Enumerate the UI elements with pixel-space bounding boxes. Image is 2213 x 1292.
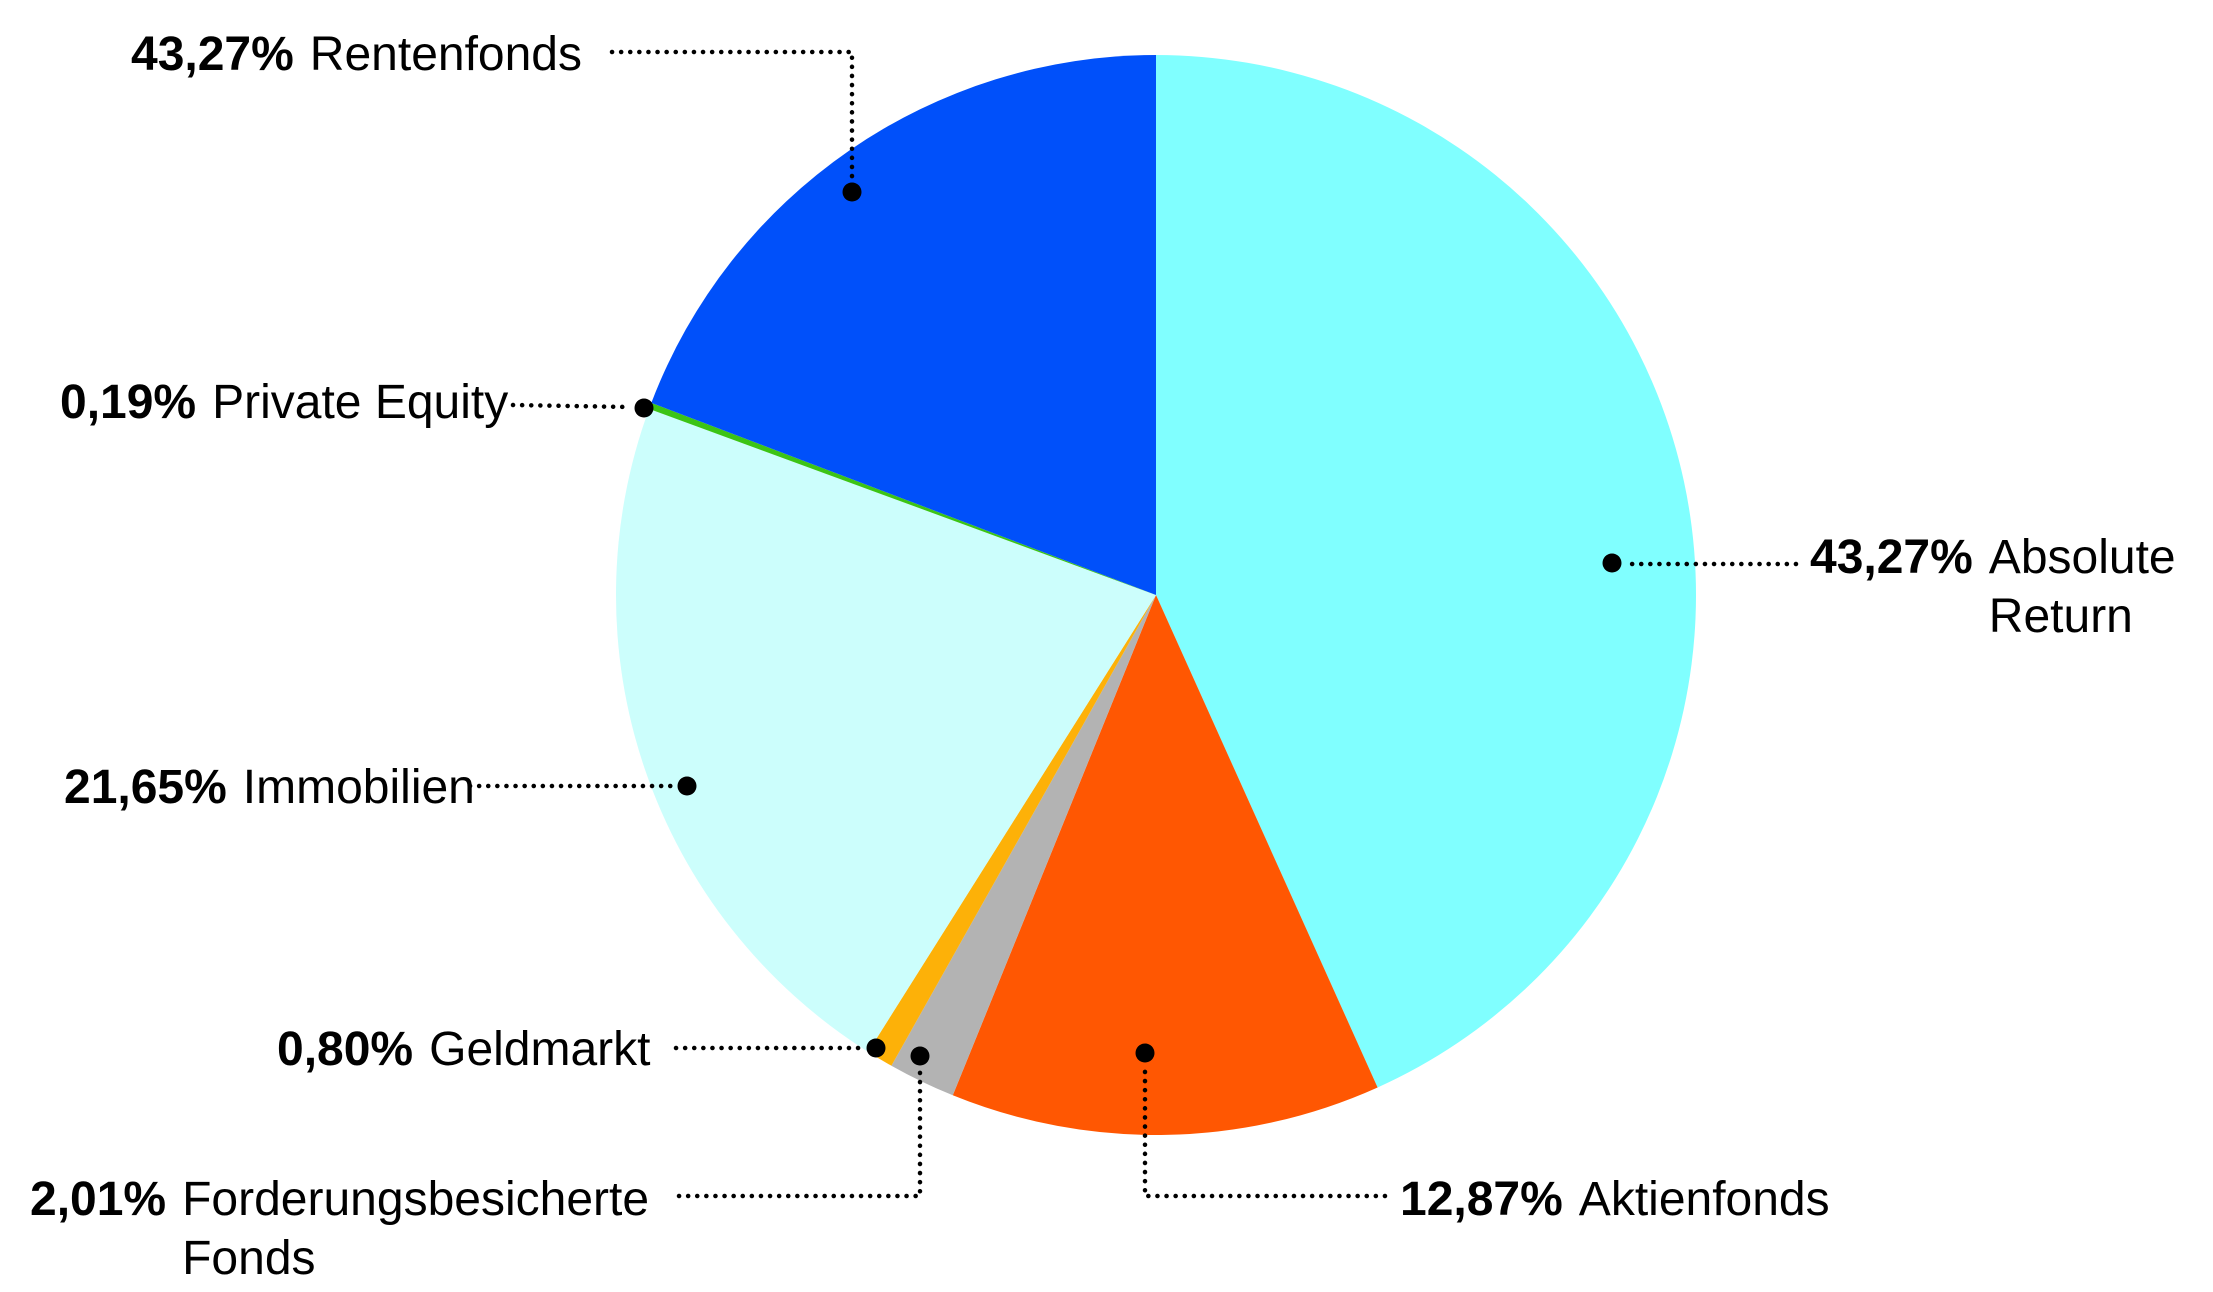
callout-label: Forderungsbesicherte Fonds [182,1173,650,1285]
callout-value: 2,01% [30,1173,167,1226]
callout-value: 43,27% [131,28,294,81]
leader-bullet [910,1046,930,1066]
callout-value: 12,87% [1400,1173,1563,1226]
callout-label: Private Equity [212,376,509,429]
callout-geldmarkt: 0,80% Geldmarkt [277,1020,651,1079]
pie-slice-rentenfonds [651,55,1156,595]
leader-bullet [677,776,697,796]
callout-label: Aktienfonds [1578,1173,1830,1226]
leader-lines [467,49,1799,1199]
callout-label: Immobilien [242,761,475,814]
pie-slice-aktienfonds [952,595,1378,1136]
leader-bullet [634,398,654,418]
leader-bullet [1135,1043,1155,1063]
pie-slice-private-equity [649,402,1156,595]
callout-immobilien: 21,65% Immobilien [64,758,475,817]
leader-line [676,1067,923,1199]
pie-slice-immobilien [615,408,1156,1052]
callout-value: 21,65% [64,761,227,814]
pie-slice-forderungsbesicherte-fonds [891,595,1156,1096]
callout-value: 0,19% [60,376,197,429]
callout-private-equity: 0,19% Private Equity [60,373,508,432]
callout-aktienfonds: 12,87% Aktienfonds [1400,1170,1830,1229]
callout-value: 0,80% [277,1023,414,1076]
callout-value: 43,27% [1810,531,1973,584]
pie-slice-geldmarkt [868,595,1156,1066]
callout-label: Rentenfonds [309,28,582,81]
callout-absolute-return: 43,27% Absolute Return [1810,528,2213,646]
leader-line [510,402,631,410]
leader-bullet [866,1038,886,1058]
leader-line [1142,1064,1388,1199]
callout-rentenfonds: 43,27% Rentenfonds [131,25,582,84]
leader-bullet [1602,553,1622,573]
pie-slice-absolute-return [1156,54,1697,1088]
leader-bullet [842,182,862,202]
leader-line [609,49,855,181]
callout-label: Geldmarkt [429,1023,651,1076]
callout-forderungsbesicherte-fonds: 2,01% Forderungsbesicherte Fonds [30,1170,697,1288]
pie-slices [615,54,1697,1136]
callout-label: Absolute Return [1988,531,2176,643]
